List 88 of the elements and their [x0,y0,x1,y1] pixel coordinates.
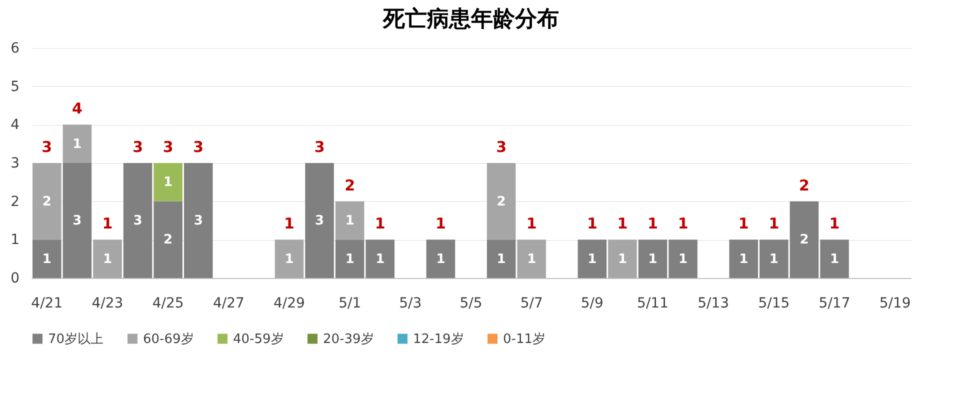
data-label: 1 [830,252,840,267]
total-label: 1 [829,214,840,233]
legend-label: 12-19岁 [413,332,464,347]
total-label: 3 [42,138,52,156]
x-tick-label: 5/1 [338,296,362,312]
y-tick-label: 6 [10,40,20,56]
data-label: 2 [496,194,506,210]
data-label: 3 [133,214,142,228]
x-tick-label: 5/17 [818,296,850,312]
data-label: 1 [376,252,385,267]
legend-label: 40-59岁 [233,332,284,347]
data-label: 1 [527,252,536,267]
legend-label: 70岁以上 [48,332,104,347]
bar [486,163,516,240]
data-label: 1 [739,252,748,267]
legend-label: 0-11岁 [503,332,546,347]
y-tick-label: 5 [10,78,20,95]
total-label: 3 [496,138,507,156]
total-label: 1 [374,214,386,233]
data-label: 2 [164,232,173,248]
x-tick-label: 4/25 [152,296,184,312]
data-label: 1 [345,252,354,267]
data-label: 3 [194,214,203,228]
data-label: 1 [496,252,506,267]
total-label: 2 [799,176,810,194]
total-label: 1 [586,214,598,233]
total-label: 1 [678,214,688,233]
data-label: 1 [102,252,112,267]
total-label: 1 [435,214,446,233]
y-tick-label: 2 [10,194,20,210]
x-tick-label: 4/27 [212,296,244,312]
total-label: 3 [193,138,204,156]
bar [578,240,607,278]
data-label: 2 [800,232,809,248]
bar [32,163,62,240]
data-label: 1 [345,214,354,228]
x-tick-label: 4/23 [92,296,124,312]
x-tick-label: 5/19 [879,296,911,312]
x-tick-label: 5/3 [399,296,422,312]
x-tick-label: 5/15 [758,296,790,312]
y-tick-label: 3 [10,156,20,172]
bar [62,124,92,163]
data-label: 1 [618,252,627,267]
legend-label: 20-39岁 [323,332,374,347]
x-tick-label: 5/9 [580,296,604,312]
x-tick-label: 4/29 [274,296,305,312]
total-label: 1 [738,214,749,233]
data-label: 1 [284,252,294,267]
data-label: 2 [42,194,52,210]
bar [486,240,516,278]
x-tick-label: 5/11 [637,296,668,312]
total-label: 1 [284,214,294,233]
bar [608,240,637,278]
data-label: 1 [588,252,597,267]
bar [335,201,364,240]
data-label: 1 [678,252,688,267]
total-label: 3 [162,138,174,156]
bar [426,240,456,278]
total-label: 4 [72,100,82,118]
total-label: 1 [768,214,780,233]
x-tick-label: 5/7 [520,296,543,312]
bar [274,240,304,278]
bar [517,240,546,278]
data-label: 1 [164,175,173,190]
data-label: 1 [42,252,52,267]
y-tick-label: 1 [10,232,20,248]
total-label: 3 [132,138,143,156]
total-label: 1 [526,214,537,233]
x-tick-label: 5/5 [460,296,482,312]
bar [154,163,182,202]
chart-title: 死亡病患年龄分布 [382,6,559,32]
total-label: 3 [314,138,325,156]
total-label: 1 [617,214,628,233]
data-label: 1 [72,136,82,152]
data-label: 1 [769,252,778,267]
bar [93,240,122,278]
data-label: 3 [72,214,82,228]
data-label: 1 [648,252,658,267]
total-label: 1 [648,214,658,233]
x-tick-label: 4/21 [31,296,63,312]
data-label: 3 [315,214,324,228]
data-label: 1 [436,252,446,267]
y-tick-label: 4 [10,117,20,134]
total-label: 1 [102,214,113,233]
x-tick-label: 5/13 [698,296,730,312]
y-tick-label: 0 [10,270,20,286]
total-label: 2 [344,176,356,194]
legend-label: 60-69岁 [143,332,194,347]
